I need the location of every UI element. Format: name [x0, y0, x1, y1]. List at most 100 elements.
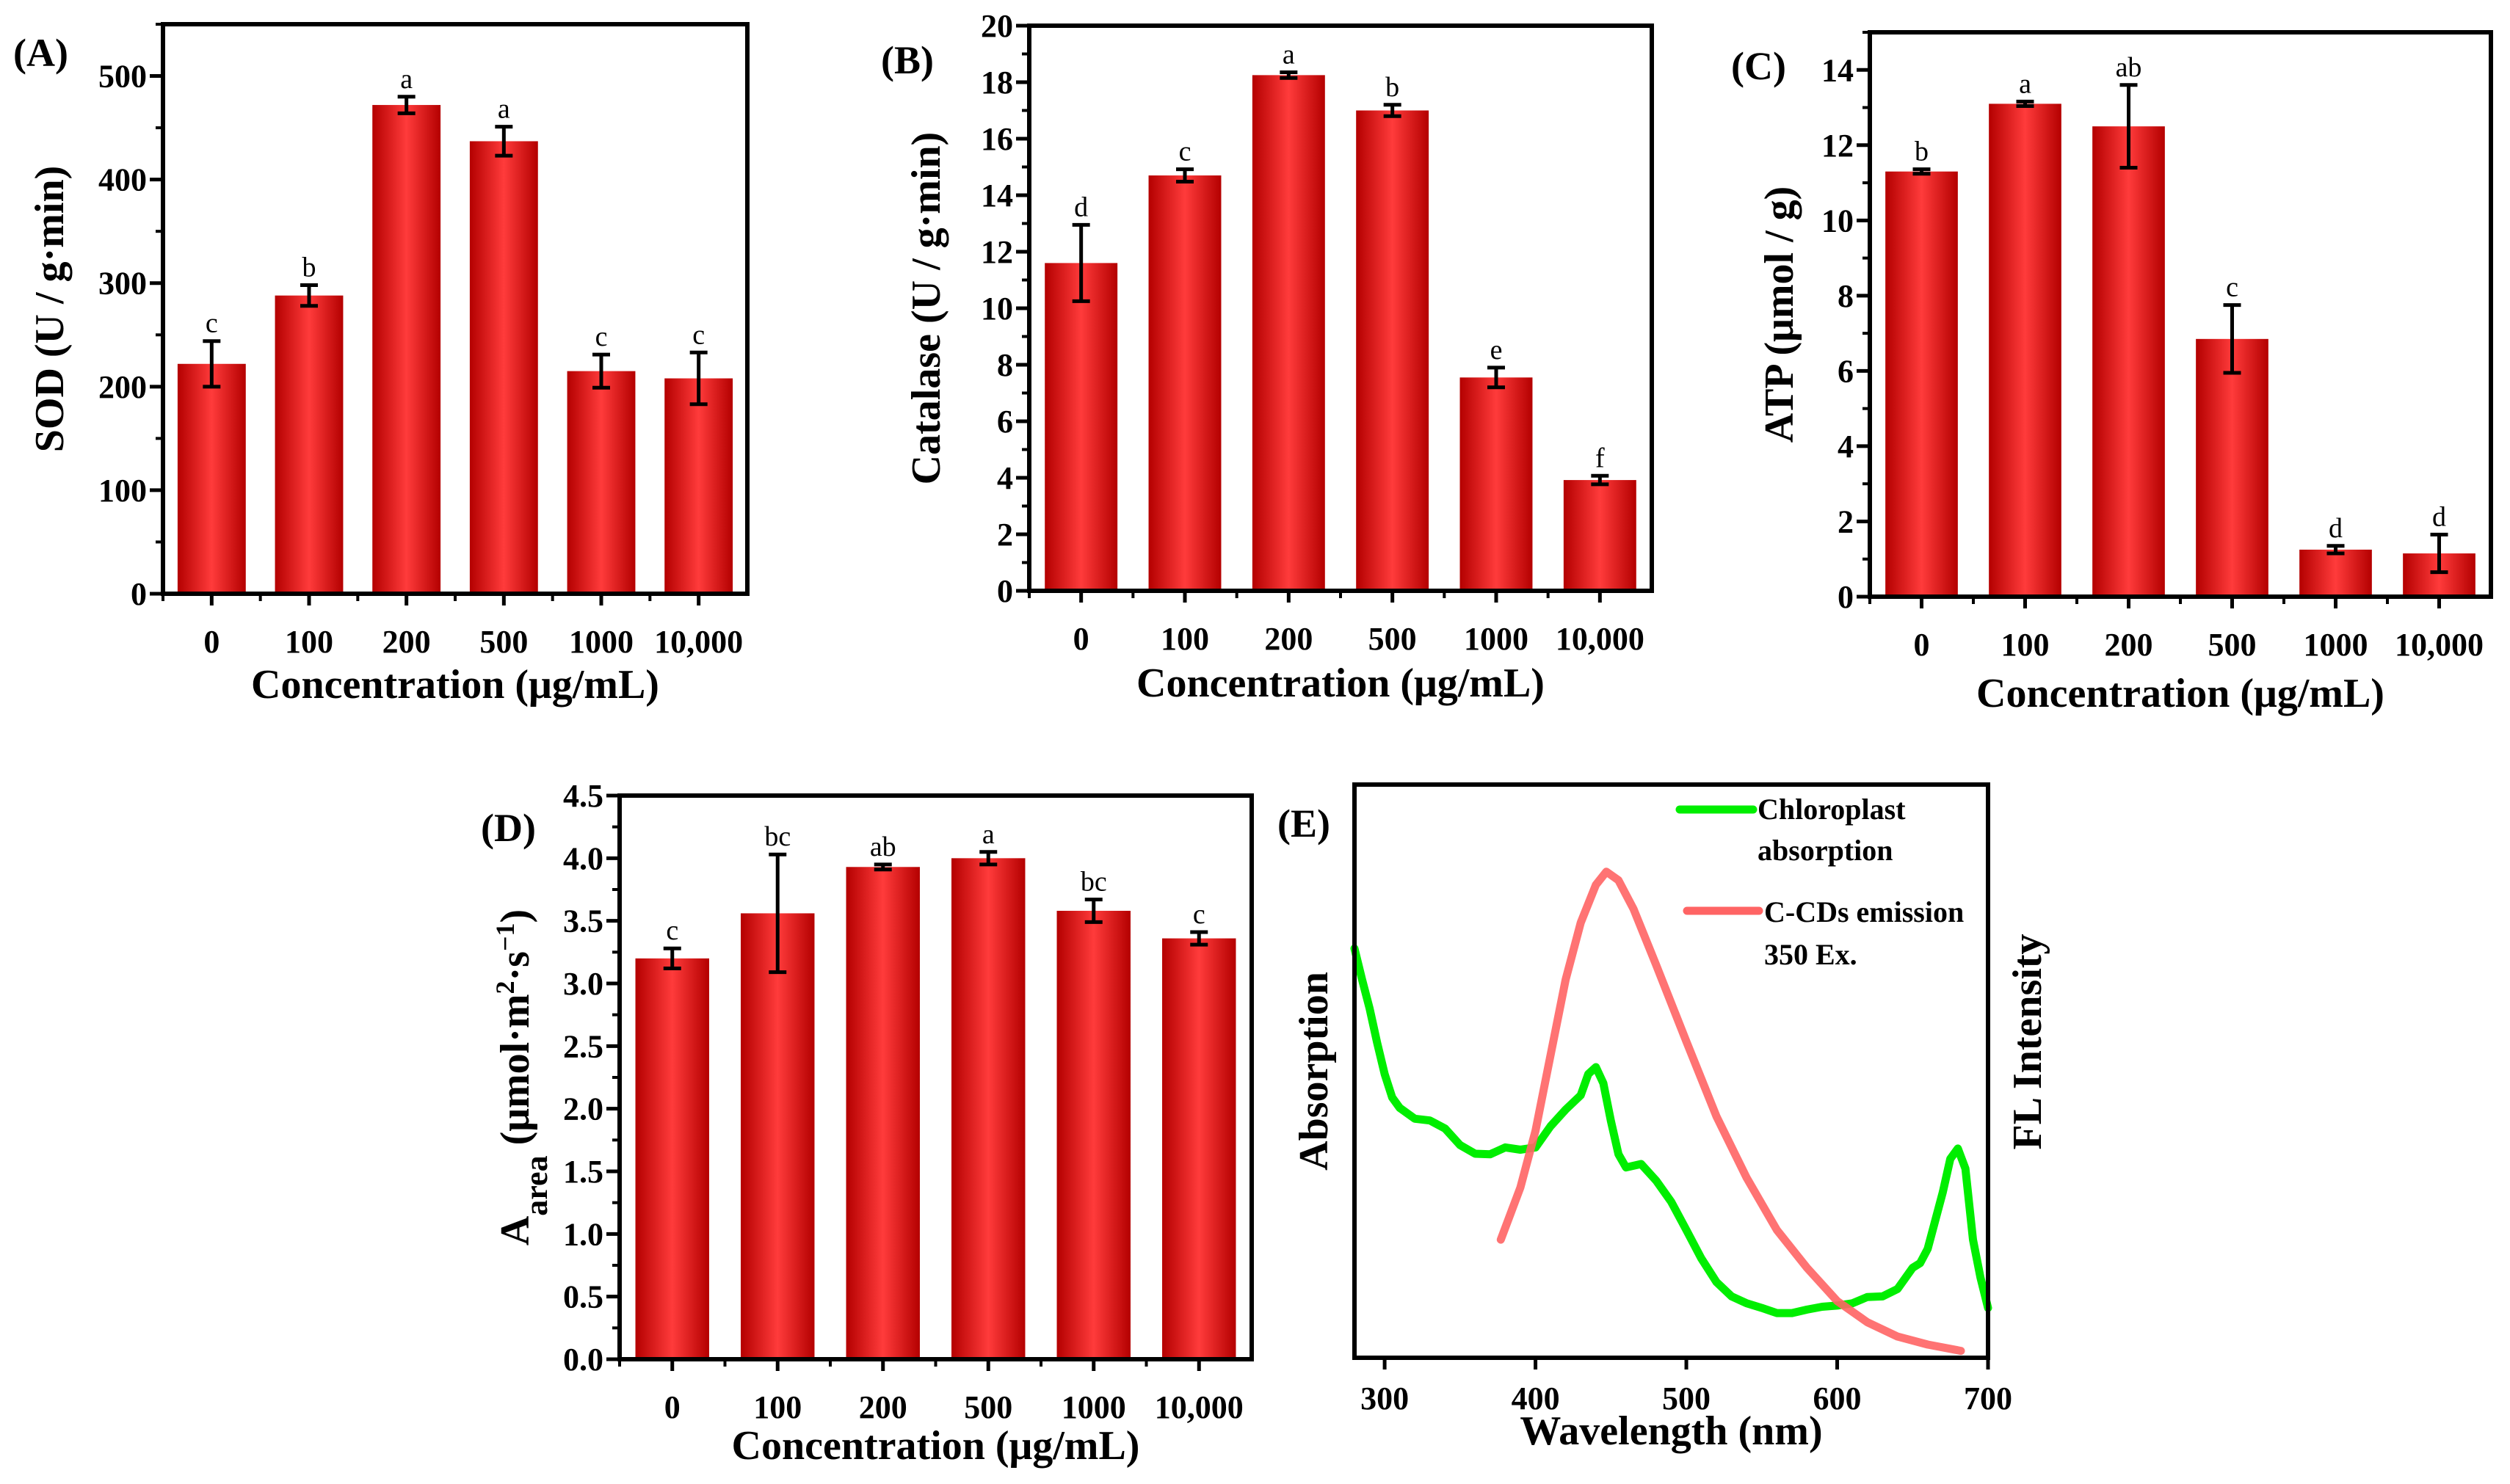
x-tick-label: 100: [1161, 621, 1209, 657]
y-tick-label: 14: [1821, 52, 1854, 88]
x-tick-label: 0: [1914, 627, 1930, 663]
y-axis-title-right: FL Intensity: [2005, 934, 2050, 1149]
x-tick-label: 0: [203, 624, 220, 660]
x-tick-label: 100: [285, 624, 333, 660]
y-tick-label: 12: [981, 234, 1013, 270]
significance-letter: c: [1193, 899, 1205, 930]
panel-c: (C) b 0 a 100 ab 200 c 500 d 1000 d 10,000 0 2 4 6 8 10 12 1…: [1731, 30, 2493, 716]
significance-letter: c: [206, 308, 218, 339]
error-bar: [2223, 303, 2241, 375]
error-bar: [1190, 930, 1208, 947]
plot-frame: [1868, 30, 2493, 599]
y-tick-label: 3.0: [563, 966, 603, 1002]
y-tick-label: 1.0: [563, 1216, 603, 1252]
x-tick-label: 1000: [1062, 1389, 1126, 1425]
y-tick-label: 2: [997, 517, 1013, 553]
plot-frame: [1027, 23, 1654, 593]
legend-label: C-CDs emission: [1764, 895, 1964, 928]
bar: [1989, 103, 2061, 597]
significance-letter: d: [2329, 513, 2343, 544]
y-tick-label: 4: [997, 460, 1013, 496]
y-tick-label: 16: [981, 121, 1013, 157]
significance-letter: ab: [870, 832, 896, 862]
y-tick-label: 10: [981, 291, 1013, 327]
y-axis-title-part: (μmol·m: [493, 994, 538, 1155]
bar: [177, 363, 246, 594]
bar: [469, 141, 538, 594]
x-tick-label: 500: [964, 1389, 1012, 1425]
y-tick-label: 18: [981, 65, 1013, 101]
y-tick-label: 4.5: [563, 778, 603, 814]
x-tick-label: 100: [753, 1389, 802, 1425]
x-tick-label: 10,000: [1155, 1389, 1244, 1425]
panel-a: (A) c 0 b 100 a 200 a 500 c 1000 c 10,000 0 100 200 300 4…: [13, 22, 750, 708]
x-tick-label: 1000: [1464, 621, 1528, 657]
y-tick-label: 8: [997, 347, 1013, 383]
legend-label: 350 Ex.: [1764, 938, 1857, 971]
y-tick-label: 3.5: [563, 903, 603, 939]
x-tick-label: 1000: [569, 624, 634, 660]
y-axis-title-part: ): [493, 909, 538, 923]
y-axis-title-part: 2: [490, 981, 520, 994]
plot-frame: [617, 793, 1254, 1361]
y-axis-title-part: SOD (U / g·min): [27, 166, 73, 452]
bar: [741, 913, 815, 1359]
error-bar: [1084, 898, 1103, 924]
panel-e: (E) 300 400 500 600 700 Wavelength (nm) Absorpt…: [1277, 782, 2050, 1454]
y-tick-label: 400: [98, 162, 147, 198]
y-axis-title-part: area: [518, 1155, 554, 1215]
error-bar: [495, 125, 513, 158]
bar: [664, 378, 733, 594]
legend-item: Chloroplast absorption: [1675, 793, 1906, 867]
significance-letter: d: [2432, 501, 2446, 532]
panel-label: (A): [13, 31, 68, 75]
error-bar: [1280, 70, 1298, 80]
x-tick-label: 700: [1964, 1381, 2012, 1416]
significance-letter: e: [1490, 335, 1503, 365]
error-bar: [2119, 83, 2138, 170]
error-bar: [874, 862, 892, 872]
x-tick-label: 500: [479, 624, 528, 660]
error-bar: [300, 283, 318, 308]
x-tick-label: 500: [2208, 627, 2257, 663]
bar: [1252, 75, 1325, 591]
y-tick-label: 1.5: [563, 1154, 603, 1190]
significance-letter: a: [498, 94, 510, 125]
y-axis-title-left: Absorption: [1291, 972, 1337, 1171]
y-tick-label: 2.0: [563, 1091, 603, 1127]
significance-letter: a: [400, 64, 413, 95]
x-tick-label: 1000: [2304, 627, 2368, 663]
bar: [1056, 911, 1131, 1359]
significance-letter: c: [1179, 137, 1191, 167]
y-tick-label: 300: [98, 266, 147, 302]
y-tick-label: 2.5: [563, 1028, 603, 1064]
error-bar: [1487, 365, 1505, 390]
x-axis-title: Concentration (μg/mL): [732, 1423, 1140, 1469]
panel-label: (B): [881, 38, 934, 82]
y-tick-label: 100: [98, 473, 147, 509]
significance-letter: b: [1385, 72, 1399, 103]
y-tick-label: 0: [997, 573, 1013, 609]
y-tick-label: 10: [1821, 203, 1854, 239]
y-tick-label: 200: [98, 369, 147, 405]
error-bar: [1912, 167, 1931, 176]
bar: [2092, 126, 2165, 597]
plot-frame: [161, 22, 750, 596]
error-bar: [1591, 473, 1609, 487]
y-tick-label: 6: [997, 404, 1013, 440]
x-axis-title: Concentration (μg/mL): [251, 662, 659, 708]
y-tick-label: 4.0: [563, 840, 603, 876]
x-tick-label: 0: [1073, 621, 1089, 657]
x-axis-title: Wavelength (nm): [1520, 1408, 1822, 1454]
bar: [1356, 110, 1429, 591]
x-tick-label: 200: [382, 624, 431, 660]
legend: Chloroplast absorption C-CDs emission 350 E…: [1675, 793, 1964, 971]
x-tick-label: 0: [664, 1389, 681, 1425]
absorption-curve: [1350, 944, 1992, 1317]
x-tick-label: 500: [1368, 621, 1417, 657]
y-tick-label: 12: [1821, 128, 1854, 164]
bar: [2196, 338, 2268, 597]
y-tick-label: 8: [1838, 278, 1854, 314]
bar: [951, 858, 1026, 1359]
